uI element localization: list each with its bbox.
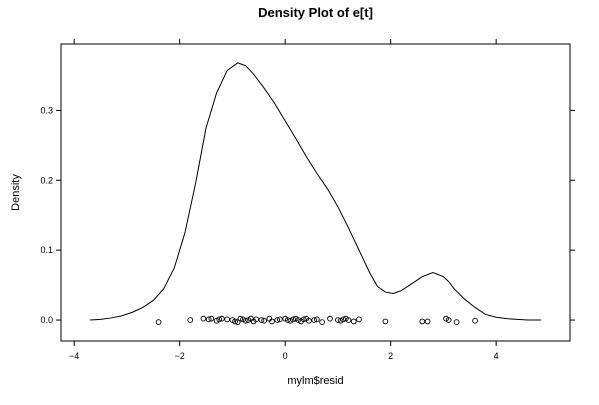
rug-point xyxy=(472,317,478,324)
plot-frame xyxy=(60,43,571,342)
rug-point xyxy=(311,317,318,323)
rug-point xyxy=(237,315,244,322)
rug-point xyxy=(453,319,460,325)
rug-point xyxy=(253,316,260,323)
series-group xyxy=(89,62,541,321)
rug-point xyxy=(234,319,241,325)
x-tick-label: 0 xyxy=(283,351,288,361)
rug-point xyxy=(350,318,357,325)
rug-point xyxy=(208,315,215,322)
y-axis-label: Density xyxy=(10,174,22,211)
rug-point xyxy=(261,317,267,324)
rug-point xyxy=(419,318,426,325)
rug-point xyxy=(224,316,231,323)
y-tick-label: 0.2 xyxy=(40,175,53,185)
rug-point xyxy=(306,317,312,324)
rug-point xyxy=(274,317,281,323)
y-axis: 0.0 0.1 0.2 0.3 xyxy=(40,105,575,325)
rug-point xyxy=(277,316,283,323)
rug-point xyxy=(200,315,207,322)
x-axis: −4 −2 0 2 4 xyxy=(69,39,499,361)
x-tick-label: −2 xyxy=(175,351,185,361)
rug-point xyxy=(290,316,296,323)
rug-point xyxy=(155,319,162,325)
y-tick-label: 0.3 xyxy=(40,105,53,115)
rug-point xyxy=(319,319,325,325)
density-curve xyxy=(89,62,541,321)
y-tick-label: 0.0 xyxy=(40,315,53,325)
rug-point xyxy=(219,315,225,322)
y-tick-label: 0.1 xyxy=(40,245,53,255)
x-axis-label: mylm$resid xyxy=(287,375,343,387)
rug-point xyxy=(216,316,223,323)
rug-point xyxy=(266,315,273,322)
rug-point xyxy=(232,318,238,325)
rug-point xyxy=(356,316,362,323)
rug-point xyxy=(300,316,307,323)
rug-point xyxy=(258,317,265,323)
rug-point xyxy=(205,316,212,323)
x-tick-label: −4 xyxy=(69,351,79,361)
x-tick-label: 4 xyxy=(494,351,499,361)
rug-point xyxy=(187,317,194,323)
rug-point xyxy=(382,318,389,325)
rug-point xyxy=(335,317,341,323)
rug-point xyxy=(340,316,347,323)
rug-point xyxy=(345,317,352,323)
rug-point xyxy=(327,315,333,322)
rug-point xyxy=(284,317,291,323)
rug-points xyxy=(155,315,478,325)
rug-point xyxy=(242,317,249,324)
rug-point xyxy=(424,318,431,325)
chart-title: Density Plot of e[t] xyxy=(258,5,373,20)
rug-point xyxy=(269,318,275,325)
rug-point xyxy=(445,317,452,323)
x-tick-label: 2 xyxy=(388,351,393,361)
rug-point xyxy=(313,316,320,323)
